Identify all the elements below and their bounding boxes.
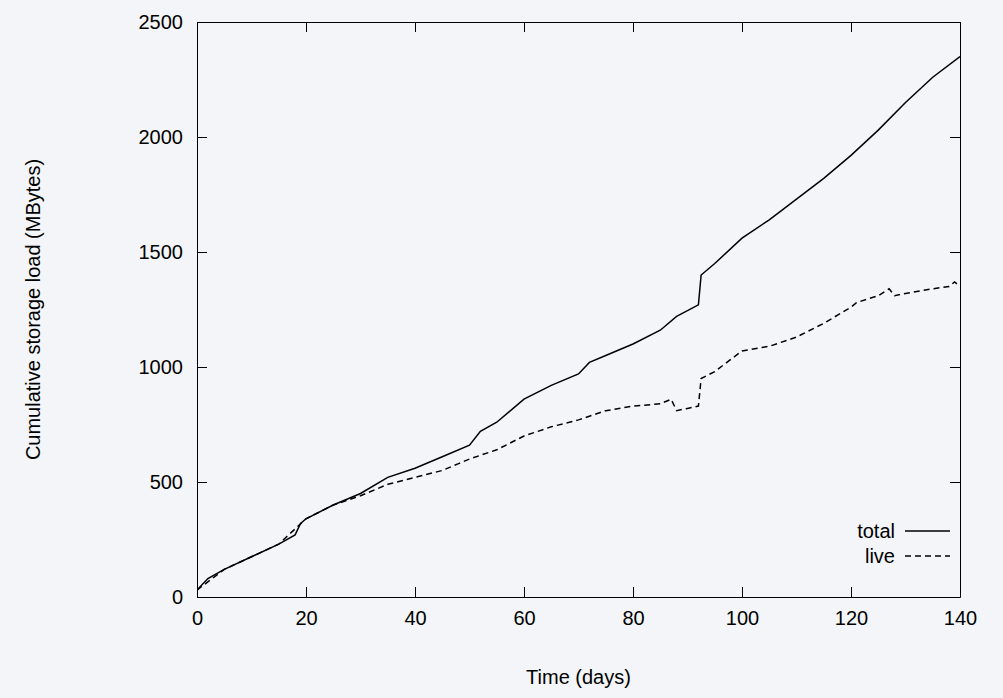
series-line <box>197 282 960 590</box>
x-tick-label: 80 <box>622 607 644 629</box>
y-tick: 2500 <box>139 11 208 33</box>
x-tick: 100 <box>726 587 759 629</box>
x-tick-mark-top <box>415 22 416 32</box>
x-tick-top <box>306 22 307 32</box>
y-tick-right <box>950 137 960 138</box>
y-tick-right <box>950 482 960 483</box>
x-tick-top <box>633 22 634 32</box>
x-tick-label: 20 <box>295 607 317 629</box>
frame-right <box>960 23 961 598</box>
x-tick-top <box>197 22 198 32</box>
y-axis-right <box>950 23 961 598</box>
x-axis: 0 20 40 60 80 100 120 140 <box>192 587 977 629</box>
y-tick-mark-right <box>950 482 960 483</box>
x-tick-mark <box>524 587 525 597</box>
y-tick-right <box>950 252 960 253</box>
y-tick-mark-right <box>950 22 960 23</box>
y-tick-label: 0 <box>172 586 183 608</box>
legend-label: total <box>857 520 895 542</box>
y-axis-title: Cumulative storage load (MBytes) <box>22 159 44 460</box>
x-tick: 20 <box>295 587 317 629</box>
x-tick-top <box>524 22 525 32</box>
y-tick-right <box>950 367 960 368</box>
y-axis-line <box>197 23 198 598</box>
x-tick: 120 <box>835 587 868 629</box>
legend-swatch <box>905 555 950 557</box>
y-tick-label: 2500 <box>139 11 184 33</box>
series-line <box>197 57 960 591</box>
legend-label: live <box>865 545 895 567</box>
x-tick-label: 60 <box>513 607 535 629</box>
x-tick: 40 <box>404 587 426 629</box>
y-tick-label: 1500 <box>139 241 184 263</box>
y-tick-label: 1000 <box>139 356 184 378</box>
y-tick-label: 2000 <box>139 126 184 148</box>
plot: 0 20 40 60 80 100 120 140 0 500 1000 1500 2000 2500 to… <box>139 11 978 629</box>
x-tick-mark-top <box>742 22 743 32</box>
x-tick-label: 100 <box>726 607 759 629</box>
x-tick: 60 <box>513 587 535 629</box>
y-tick-mark <box>197 137 207 138</box>
y-tick-mark-right <box>950 137 960 138</box>
x-tick-mark <box>633 587 634 597</box>
x-tick-label: 140 <box>944 607 977 629</box>
legend: total live <box>857 520 950 567</box>
x-tick-label: 40 <box>404 607 426 629</box>
y-tick-mark <box>197 482 207 483</box>
x-tick-top <box>415 22 416 32</box>
x-axis-top <box>198 22 961 32</box>
legend-swatch <box>905 530 950 532</box>
x-tick-mark-top <box>524 22 525 32</box>
x-axis-line <box>198 597 961 598</box>
x-tick: 80 <box>622 587 644 629</box>
y-tick-mark-right <box>950 252 960 253</box>
y-tick-right <box>950 22 960 23</box>
y-tick: 0 <box>172 586 207 608</box>
x-tick-top <box>742 22 743 32</box>
x-tick-mark <box>851 587 852 597</box>
y-tick-mark <box>197 597 207 598</box>
y-tick-right <box>950 597 960 598</box>
x-tick-mark-top <box>851 22 852 32</box>
x-tick-mark-top <box>306 22 307 32</box>
lines <box>197 57 960 591</box>
y-axis: 0 500 1000 1500 2000 2500 <box>139 11 208 608</box>
x-tick-label: 0 <box>192 607 203 629</box>
y-tick-mark-right <box>950 597 960 598</box>
x-tick-mark-top <box>633 22 634 32</box>
y-tick-mark-right <box>950 367 960 368</box>
y-tick-mark <box>197 252 207 253</box>
y-tick-label: 500 <box>150 471 183 493</box>
y-tick-mark <box>197 367 207 368</box>
y-tick: 1000 <box>139 356 208 378</box>
x-tick-mark <box>306 587 307 597</box>
y-tick: 500 <box>150 471 207 493</box>
x-tick-mark <box>415 587 416 597</box>
x-tick-top <box>851 22 852 32</box>
x-axis-title: Time (days) <box>526 666 631 688</box>
x-tick-label: 120 <box>835 607 868 629</box>
frame-top <box>198 22 961 23</box>
x-tick-mark <box>742 587 743 597</box>
chart: 0 20 40 60 80 100 120 140 0 500 1000 1500 2000 2500 to… <box>0 0 1003 698</box>
y-tick: 1500 <box>139 241 208 263</box>
y-tick: 2000 <box>139 126 208 148</box>
x-tick-mark-top <box>197 22 198 32</box>
